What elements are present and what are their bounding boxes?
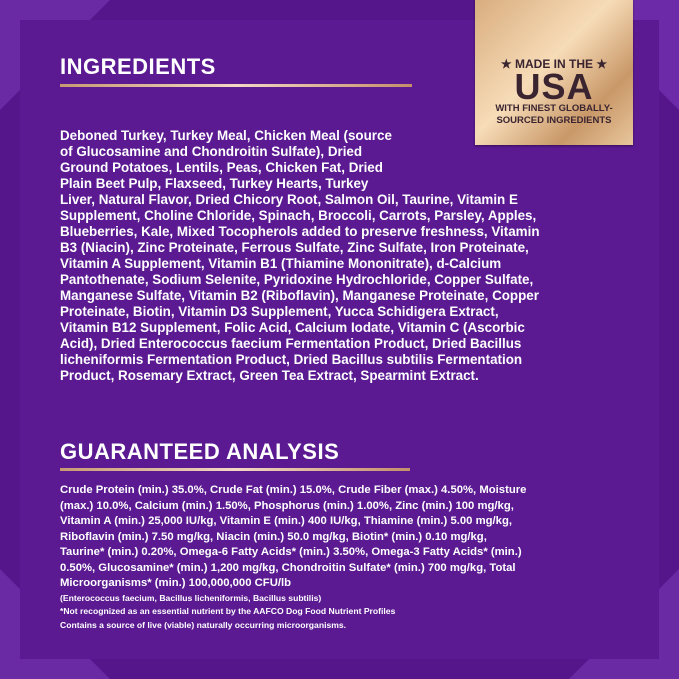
text-line: Acid), Dried Enterococcus faecium Fermen…	[60, 336, 522, 351]
text-line: *Not recognized as an essential nutrient…	[60, 606, 396, 616]
text-line: Blueberries, Kale, Mixed Tocopherols add…	[60, 224, 540, 239]
text-line: Microorganisms* (min.) 100,000,000 CFU/l…	[60, 577, 292, 589]
made-in-usa-badge: ★ MADE IN THE ★ USA WITH FINEST GLOBALLY…	[475, 0, 633, 145]
badge-line: ★ MADE IN THE ★	[500, 57, 608, 71]
title-underline	[60, 84, 412, 87]
badge-line: WITH FINEST GLOBALLY-	[495, 103, 613, 114]
badge-usa: USA	[514, 66, 594, 107]
title-underline	[60, 468, 410, 471]
text-line: B3 (Niacin), Zinc Proteinate, Ferrous Su…	[60, 240, 529, 255]
text-line: Ground Potatoes, Lentils, Peas, Chicken …	[60, 160, 383, 175]
text-line: Supplement, Choline Chloride, Spinach, B…	[60, 208, 537, 223]
text-line: Crude Protein (min.) 35.0%, Crude Fat (m…	[60, 484, 527, 496]
text-line: Plain Beet Pulp, Flaxseed, Turkey Hearts…	[60, 176, 369, 191]
analysis-title: GUARANTEED ANALYSIS	[60, 439, 340, 464]
text-line: (Enterococcus faecium, Bacillus lichenif…	[60, 592, 322, 603]
text-line: Taurine* (min.) 0.20%, Omega-6 Fatty Aci…	[60, 546, 522, 558]
text-line: Riboflavin (min.) 7.50 mg/kg, Niacin (mi…	[60, 530, 487, 543]
guaranteed-analysis: Crude Protein (min.) 35.0%, Crude Fat (m…	[60, 483, 526, 632]
text-line: 0.50%, Glucosamine* (min.) 1,200 mg/kg, …	[60, 561, 516, 574]
text-line: Deboned Turkey, Turkey Meal, Chicken Mea…	[60, 128, 392, 143]
text-line: Manganese Sulfate, Vitamin B2 (Riboflavi…	[60, 288, 539, 303]
ingredients-title: INGREDIENTS	[60, 54, 216, 79]
text-line: Product, Rosemary Extract, Green Tea Ext…	[60, 368, 479, 383]
text-line: Vitamin A (min.) 25,000 IU/kg, Vitamin E…	[60, 515, 512, 527]
text-line: licheniformis Fermentation Product, Drie…	[60, 352, 523, 367]
text-line: of Glucosamine and Chondroitin Sulfate),…	[60, 144, 363, 159]
text-line: Pantothenate, Sodium Selenite, Pyridoxin…	[60, 272, 534, 287]
text-line: Contains a source of live (viable) natur…	[60, 619, 347, 630]
text-line: Liver, Natural Flavor, Dried Chicory Roo…	[60, 192, 518, 207]
text-line: Proteinate, Biotin, Vitamin D3 Supplemen…	[60, 304, 499, 319]
text-line: Vitamin B12 Supplement, Folic Acid, Calc…	[60, 320, 525, 335]
text-line: (max.) 10.0%, Calcium (min.) 1.50%, Phos…	[60, 499, 514, 512]
badge-line: SOURCED INGREDIENTS	[496, 115, 612, 126]
text-line: Vitamin A Supplement, Vitamin B1 (Thiami…	[60, 256, 502, 271]
ingredients-list: Deboned Turkey, Turkey Meal, Chicken Mea…	[60, 128, 540, 384]
